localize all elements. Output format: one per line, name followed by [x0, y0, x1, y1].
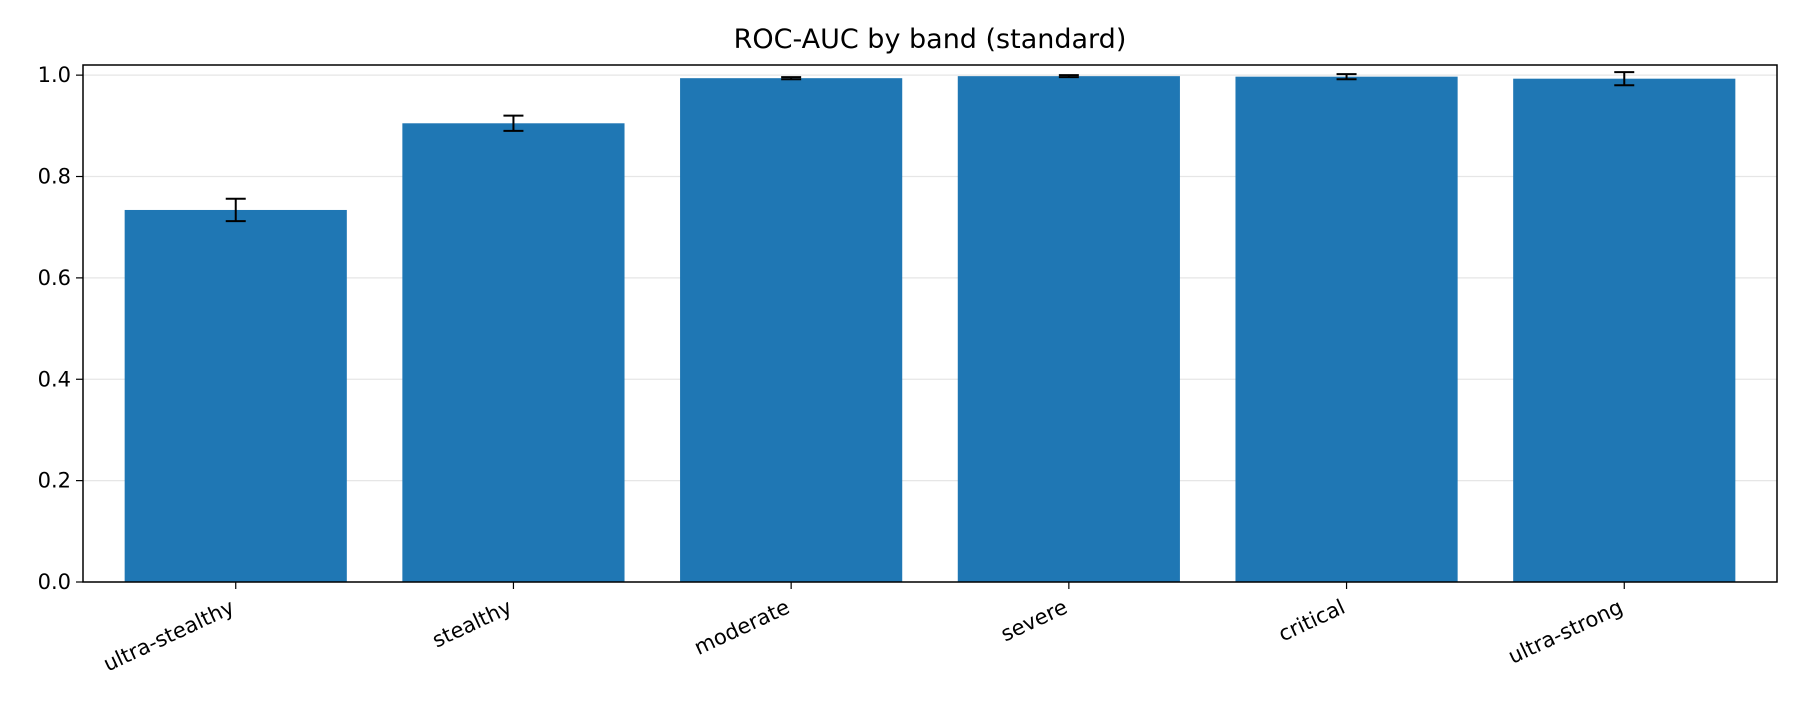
x-tick-label: ultra-stealthy: [100, 595, 238, 676]
x-axis: ultra-stealthy stealthy moderate severe crit…: [100, 582, 1626, 676]
bar-ultra-stealthy: [124, 209, 347, 582]
bar-ultra-strong: [1513, 78, 1736, 582]
y-tick-label: 0.0: [38, 570, 71, 594]
y-tick-label: 0.4: [38, 367, 71, 391]
y-tick-label: 0.6: [38, 266, 71, 290]
x-tick-label: critical: [1275, 595, 1349, 646]
bar-moderate: [680, 78, 903, 582]
x-tick-label: moderate: [690, 595, 793, 660]
x-tick-label: severe: [997, 595, 1071, 646]
y-tick-label: 0.8: [38, 165, 71, 189]
y-axis: 0.0 0.2 0.4 0.6 0.8 1.0: [38, 63, 83, 594]
bar-stealthy: [402, 123, 625, 582]
bar-critical: [1235, 76, 1458, 583]
x-tick-label: ultra-strong: [1504, 595, 1626, 669]
chart-title: ROC-AUC by band (standard): [734, 24, 1127, 55]
x-tick-label: stealthy: [429, 595, 516, 653]
bars: [124, 76, 1736, 583]
plot-frame: [82, 64, 1778, 583]
error-bars: [225, 71, 1635, 223]
y-tick-label: 0.2: [38, 469, 71, 493]
bar-severe: [957, 76, 1180, 583]
y-tick-label: 1.0: [38, 63, 71, 87]
